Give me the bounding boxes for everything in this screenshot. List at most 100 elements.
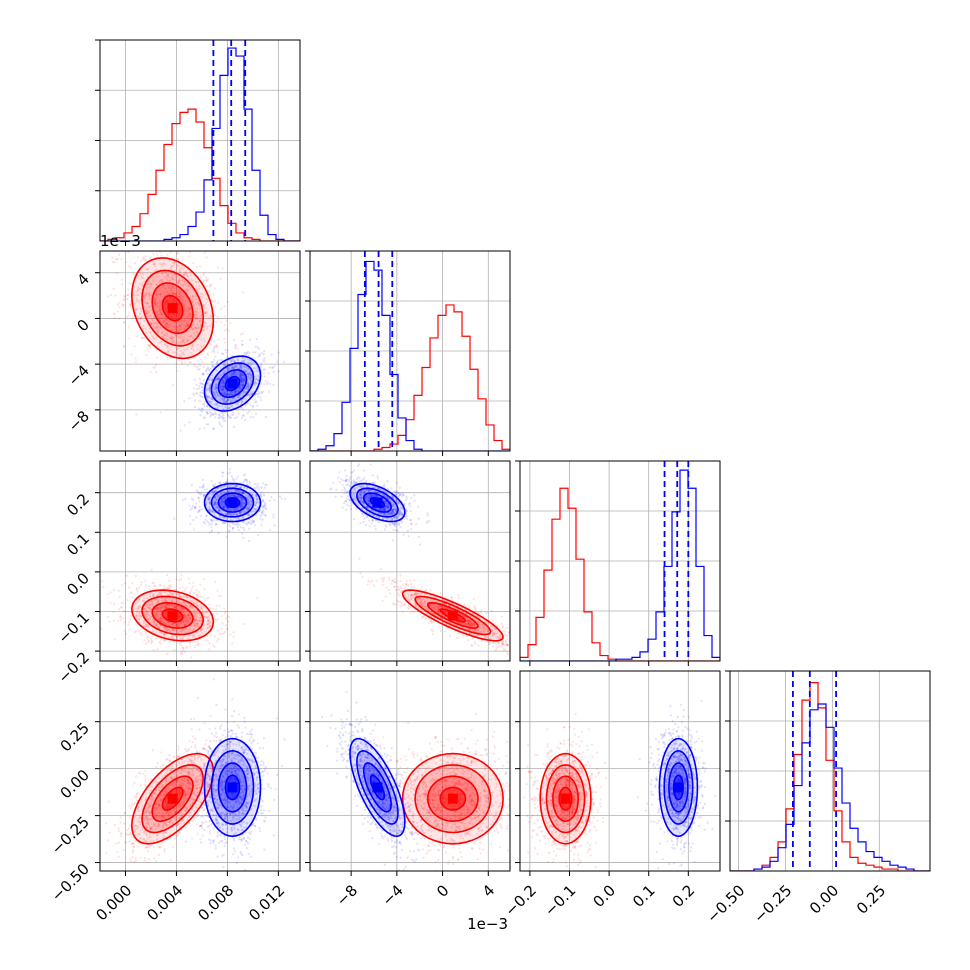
panel-p0-p1 bbox=[100, 251, 300, 451]
x-tick-label-p1: 4 bbox=[479, 881, 498, 900]
histogram-blue-p1 bbox=[310, 260, 510, 451]
panel-p1-p3 bbox=[310, 671, 510, 871]
contour-line bbox=[210, 487, 255, 518]
y-tick-label-p2: 0.2 bbox=[63, 490, 93, 520]
panel-p0-p2 bbox=[100, 461, 300, 661]
x-tick-label-p2: 0.2 bbox=[669, 881, 699, 911]
contour-line bbox=[203, 482, 262, 523]
contour-line bbox=[439, 608, 467, 623]
contour-line bbox=[217, 492, 248, 513]
contour-line bbox=[552, 775, 580, 823]
contour-line bbox=[151, 601, 194, 629]
contour-line bbox=[161, 786, 184, 811]
y-tick-label-p1: 0 bbox=[74, 316, 93, 335]
density-peak bbox=[227, 497, 238, 508]
panel-p0-p3 bbox=[100, 671, 300, 871]
histogram-p2 bbox=[520, 461, 720, 661]
density-peak bbox=[673, 782, 684, 793]
contour-line bbox=[141, 595, 205, 636]
contour-line bbox=[558, 786, 573, 811]
contour-line bbox=[414, 595, 492, 636]
x-tick-label-p3: −0.25 bbox=[750, 881, 795, 926]
contour-line bbox=[539, 752, 592, 845]
contour-line bbox=[141, 764, 205, 834]
histogram-blue-p2 bbox=[520, 469, 720, 661]
x-tick-label-p0: 0.000 bbox=[92, 881, 135, 924]
contour-line bbox=[426, 602, 479, 629]
y-tick-label-p3: −0.25 bbox=[48, 813, 93, 858]
contour-line bbox=[426, 775, 479, 823]
y-tick-label-p3: 0.00 bbox=[57, 766, 93, 802]
contour-line bbox=[130, 752, 215, 845]
density-peak bbox=[167, 303, 178, 314]
x-tick-label-p3: 0.25 bbox=[853, 881, 889, 917]
offset-label-bottom: 1e−3 bbox=[467, 915, 508, 933]
panel-frame-p1-p2 bbox=[309, 460, 511, 662]
contour-line bbox=[161, 294, 184, 322]
contour-line bbox=[672, 774, 685, 801]
contour-line bbox=[224, 496, 241, 509]
x-tick-label-p1: −8 bbox=[333, 881, 361, 909]
contour-line bbox=[130, 589, 215, 642]
contour-line bbox=[356, 749, 399, 825]
contour-line bbox=[658, 737, 699, 838]
y-tick-label-p1: −8 bbox=[65, 407, 93, 435]
x-tick-label-p3: 0.00 bbox=[806, 881, 842, 917]
contour-line bbox=[369, 496, 386, 509]
density-peak bbox=[372, 782, 383, 793]
x-tick-label-p0: 0.004 bbox=[143, 881, 186, 924]
x-tick-label-p2: 0.0 bbox=[590, 881, 620, 911]
density-peak bbox=[227, 782, 238, 793]
contour-line bbox=[141, 269, 205, 347]
contour-line bbox=[663, 749, 694, 825]
contour-line bbox=[545, 764, 586, 834]
panel-p2-p3 bbox=[520, 671, 720, 871]
contour-line bbox=[210, 362, 255, 405]
x-tick-label-p3: −0.50 bbox=[703, 881, 748, 926]
contour-line bbox=[414, 764, 492, 834]
x-tick-label-p2: 0.1 bbox=[629, 881, 659, 911]
contour-line bbox=[369, 774, 386, 801]
contour-line bbox=[349, 482, 406, 523]
x-tick-label-p0: 0.008 bbox=[194, 881, 237, 924]
histogram-red-p3 bbox=[730, 682, 930, 871]
x-tick-label-p0: 0.012 bbox=[245, 881, 288, 924]
panel-frame-p0-p3 bbox=[99, 670, 301, 872]
y-tick-label-p3: −0.50 bbox=[48, 860, 93, 905]
y-tick-label-p2: 0.1 bbox=[63, 530, 93, 560]
histogram-red-p0 bbox=[100, 108, 300, 241]
panel-frame-p0-p1 bbox=[99, 250, 301, 452]
y-tick-label-p2: −0.2 bbox=[55, 648, 93, 686]
panel-frame-p2-p3 bbox=[519, 670, 721, 872]
y-tick-label-p1: 4 bbox=[74, 270, 93, 289]
contour-line bbox=[401, 752, 504, 845]
y-tick-label-p2: −0.1 bbox=[55, 609, 93, 647]
contour-line bbox=[439, 786, 467, 811]
histogram-p3 bbox=[730, 671, 930, 871]
contour-line bbox=[151, 282, 194, 335]
contour-line bbox=[224, 375, 241, 392]
y-tick-label-p2: 0.0 bbox=[63, 569, 93, 599]
density-peak bbox=[372, 497, 383, 508]
panel-frame-p0-p2 bbox=[99, 460, 301, 662]
histogram-blue-p0 bbox=[100, 47, 300, 241]
density-peak bbox=[447, 610, 458, 621]
contour-line bbox=[362, 762, 392, 813]
density-peak bbox=[447, 793, 458, 804]
density-peak bbox=[167, 793, 178, 804]
contour-line bbox=[224, 774, 241, 801]
histogram-red-p1 bbox=[310, 304, 510, 451]
contour-line bbox=[151, 775, 194, 823]
contour-line bbox=[668, 762, 689, 813]
histogram-p0 bbox=[100, 40, 300, 241]
density-peak bbox=[167, 610, 178, 621]
y-tick-label-p3: 0.25 bbox=[57, 719, 93, 755]
x-tick-label-p1: 0 bbox=[433, 881, 452, 900]
panel-p1-p2 bbox=[310, 461, 510, 661]
contour-line bbox=[161, 608, 184, 623]
contour-line bbox=[217, 369, 248, 399]
contour-line bbox=[401, 589, 504, 642]
histogram-red-p2 bbox=[520, 487, 720, 661]
x-tick-label-p1: −4 bbox=[378, 881, 406, 909]
